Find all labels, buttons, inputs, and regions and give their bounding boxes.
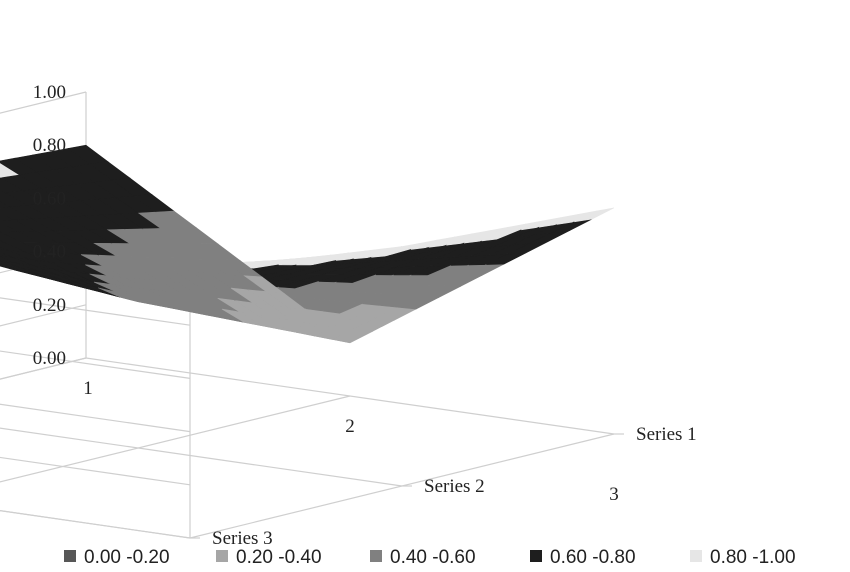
gridline <box>0 251 191 433</box>
gridline <box>0 304 191 486</box>
legend-label: 0.60 -0.80 <box>550 547 636 568</box>
legend-swatch <box>64 550 76 562</box>
z-tick-label: 0.40 <box>33 242 66 263</box>
surface-facet <box>574 207 615 223</box>
legend-item: 0.20 -0.40 <box>216 547 322 568</box>
z-tick-label: 1.00 <box>33 82 66 103</box>
series-axis-label: Series 2 <box>424 476 485 497</box>
gridline <box>0 357 191 539</box>
legend-swatch <box>216 550 228 562</box>
legend-label: 0.20 -0.40 <box>236 547 322 568</box>
floor-gridline <box>0 357 87 380</box>
legend-item: 0.60 -0.80 <box>530 547 636 568</box>
series-axis-label: Series 1 <box>636 424 697 445</box>
z-tick-label: 0.80 <box>33 135 66 156</box>
category-label: 3 <box>609 484 619 505</box>
legend-swatch <box>370 550 382 562</box>
gridline <box>0 197 191 379</box>
legend-item: 0.00 -0.20 <box>64 547 170 568</box>
legend-swatch <box>690 550 702 562</box>
z-tick-label: 0.00 <box>33 348 66 369</box>
category-axis-labels: 1 2 3 <box>83 378 619 505</box>
legend-item: 0.80 -1.00 <box>690 547 796 568</box>
z-axis-tick-labels: 0.00 0.20 0.40 0.60 0.80 1.00 <box>33 82 66 369</box>
z-tick-label: 0.60 <box>33 188 66 209</box>
floor-gridline <box>85 357 615 435</box>
surface-plot <box>0 144 615 344</box>
gridline <box>0 144 191 326</box>
series-axis-label: Series 3 <box>212 528 273 549</box>
legend-label: 0.00 -0.20 <box>84 547 170 568</box>
legend-label: 0.80 -1.00 <box>710 547 796 568</box>
floor-gridline <box>0 510 191 539</box>
legend-swatch <box>530 550 542 562</box>
legend-label: 0.40 -0.60 <box>390 547 476 568</box>
category-label: 1 <box>83 378 93 399</box>
legend: 0.00 -0.20 0.20 -0.40 0.40 -0.60 0.60 -0… <box>64 547 796 568</box>
series-axis-labels: Series 1 Series 2 Series 3 <box>212 424 697 549</box>
floor-gridline <box>0 427 403 487</box>
legend-item: 0.40 -0.60 <box>370 547 476 568</box>
z-tick-label: 0.20 <box>33 295 66 316</box>
category-label: 2 <box>345 416 355 437</box>
